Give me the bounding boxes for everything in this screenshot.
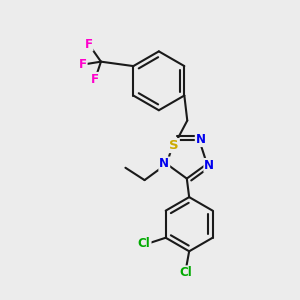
Text: N: N bbox=[204, 159, 214, 172]
Text: Cl: Cl bbox=[180, 266, 193, 279]
Text: F: F bbox=[79, 58, 87, 71]
Text: N: N bbox=[159, 158, 169, 170]
Text: Cl: Cl bbox=[138, 236, 151, 250]
Text: N: N bbox=[196, 133, 206, 146]
Text: F: F bbox=[91, 73, 99, 86]
Text: S: S bbox=[169, 139, 179, 152]
Text: F: F bbox=[85, 38, 93, 50]
